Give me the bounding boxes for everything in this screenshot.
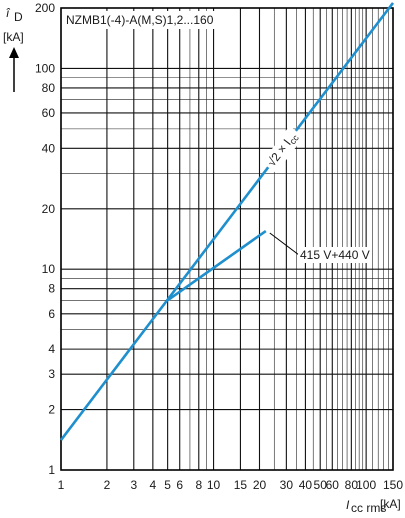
major-grid — [60, 7, 394, 471]
y-tick-label: 40 — [42, 141, 56, 155]
chart-title: NZMB1(-4)-A(M,S)1,2...160 — [66, 13, 214, 27]
y-tick-label: 100 — [35, 61, 55, 75]
y-tick-label: 2 — [48, 403, 55, 417]
y-tick-label: 3 — [48, 367, 55, 381]
y-tick-labels: 1 2 3 4 6 8 10 20 40 60 80 100 200 — [35, 1, 55, 477]
y-tick-label: 6 — [48, 307, 55, 321]
x-tick-label: 1 — [58, 478, 65, 492]
y-label-unit: [kA] — [3, 30, 24, 44]
x-tick-label: 15 — [234, 478, 248, 492]
plot-frame — [60, 7, 394, 471]
x-tick-label: 150 — [383, 478, 403, 492]
y-label-main: î — [6, 6, 11, 20]
x-tick-label: 3 — [130, 478, 137, 492]
series-line-1 — [59, 2, 395, 441]
x-tick-label: 80 — [345, 478, 359, 492]
series-lines — [59, 2, 395, 441]
x-tick-label: 30 — [280, 478, 294, 492]
x-axis-label: I cc rms [kA] — [346, 497, 401, 515]
x-tick-label: 6 — [176, 478, 183, 492]
x-label-sub: cc rms — [351, 501, 386, 515]
y-tick-label: 4 — [48, 342, 55, 356]
x-tick-label: 5 — [164, 478, 171, 492]
y-axis-label: î D [kA] — [3, 6, 24, 92]
x-tick-label: 20 — [253, 478, 267, 492]
y-tick-label: 80 — [42, 81, 56, 95]
series-label-background — [298, 247, 372, 263]
y-axis-arrow-head — [9, 47, 19, 58]
x-tick-label: 50 — [314, 478, 328, 492]
x-label-unit: [kA] — [380, 497, 401, 511]
x-tick-label: 4 — [150, 478, 157, 492]
series-label-leader — [269, 232, 300, 256]
x-tick-label: 40 — [299, 478, 313, 492]
y-tick-label: 10 — [42, 262, 56, 276]
x-tick-label: 2 — [104, 478, 111, 492]
minor-grid — [61, 8, 393, 470]
y-tick-label: 20 — [42, 202, 56, 216]
x-tick-label: 8 — [195, 478, 202, 492]
x-tick-label: 10 — [207, 478, 221, 492]
y-label-sub: D — [14, 10, 23, 24]
series-label-415v: 415 V+440 V — [269, 232, 372, 263]
x-tick-label: 100 — [356, 478, 376, 492]
series-line-2 — [166, 229, 267, 302]
y-tick-label: 60 — [42, 106, 56, 120]
title-background — [63, 11, 217, 29]
series-label-415v-text: 415 V+440 V — [300, 248, 370, 262]
x-label-main: I — [346, 498, 350, 512]
series-label-sqrt2: √2 × Icc — [261, 125, 304, 174]
y-tick-label: 1 — [48, 463, 55, 477]
y-tick-label: 8 — [48, 282, 55, 296]
x-tick-label: 60 — [326, 478, 340, 492]
series-label-background — [261, 125, 304, 174]
y-tick-label: 200 — [35, 1, 55, 15]
